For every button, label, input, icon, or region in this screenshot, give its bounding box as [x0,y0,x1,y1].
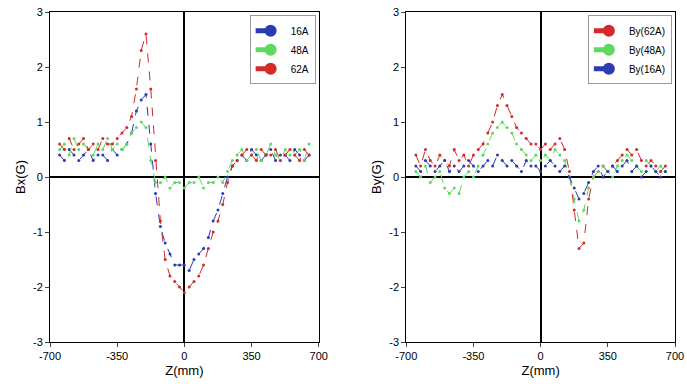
svg-text:By(G): By(G) [369,160,384,194]
svg-text:1: 1 [37,116,43,128]
svg-text:700: 700 [666,350,684,362]
svg-text:0: 0 [393,171,399,183]
svg-text:62A: 62A [291,64,309,75]
svg-text:-1: -1 [33,226,43,238]
svg-text:-1: -1 [389,226,399,238]
svg-text:1: 1 [393,116,399,128]
svg-text:0: 0 [37,171,43,183]
svg-text:Z(mm): Z(mm) [165,363,203,378]
svg-text:By(48A): By(48A) [629,45,665,56]
svg-text:3: 3 [37,6,43,18]
svg-text:700: 700 [310,350,328,362]
svg-text:By(16A): By(16A) [629,64,665,75]
svg-text:16A: 16A [291,26,309,37]
svg-text:3: 3 [393,6,399,18]
svg-text:2: 2 [393,61,399,73]
svg-text:0: 0 [538,350,544,362]
svg-text:0: 0 [181,350,187,362]
svg-text:-3: -3 [389,336,399,348]
svg-text:350: 350 [242,350,260,362]
svg-text:-350: -350 [106,350,128,362]
svg-text:2: 2 [37,61,43,73]
svg-text:Z(mm): Z(mm) [521,363,559,378]
svg-text:-350: -350 [462,350,484,362]
svg-text:Bx(G): Bx(G) [13,160,28,194]
svg-text:By(62A): By(62A) [629,26,665,37]
svg-text:-3: -3 [33,336,43,348]
svg-text:-2: -2 [389,281,399,293]
svg-text:-2: -2 [33,281,43,293]
svg-text:-700: -700 [395,350,417,362]
svg-text:48A: 48A [291,45,309,56]
svg-text:350: 350 [599,350,617,362]
svg-text:-700: -700 [39,350,61,362]
